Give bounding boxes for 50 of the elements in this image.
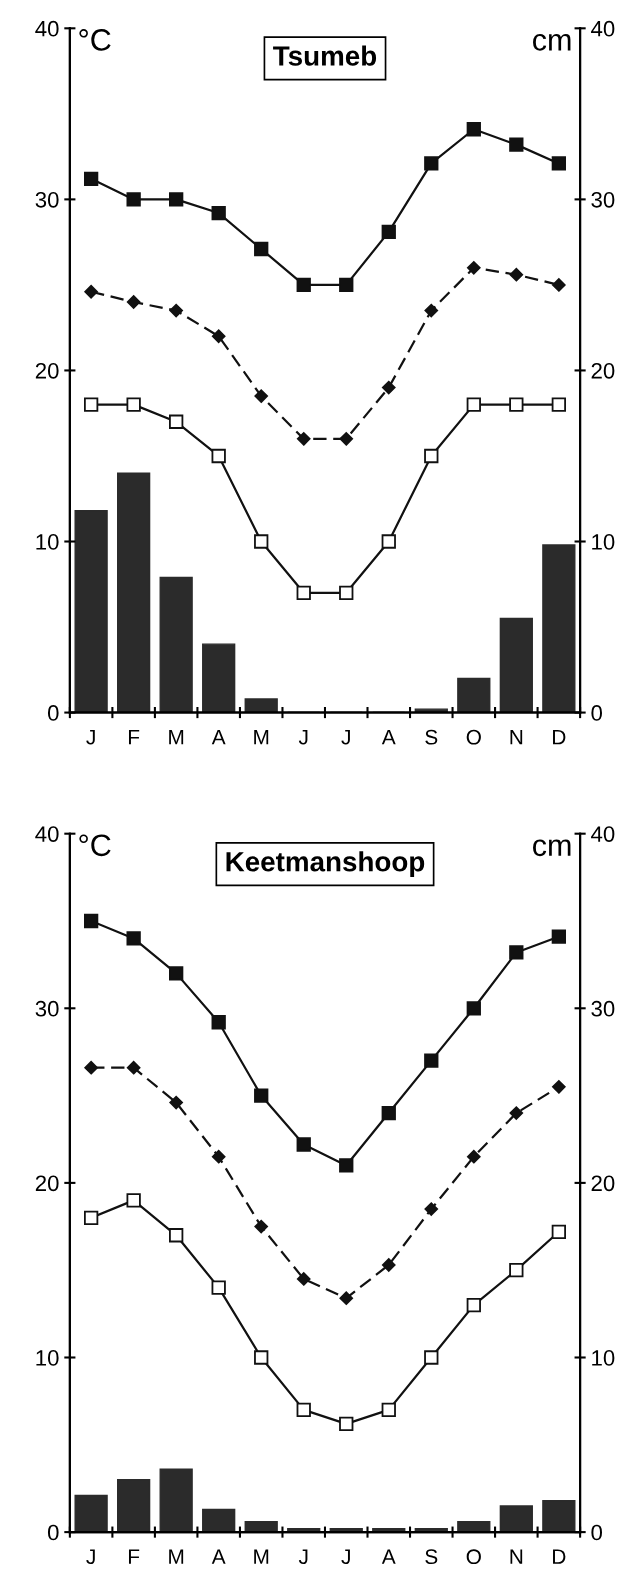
y2-tick-label: 0 bbox=[591, 705, 603, 721]
y2-tick-label: 40 bbox=[591, 826, 615, 842]
x-tick-label: J bbox=[298, 730, 308, 745]
y2-axis-title: cm bbox=[533, 34, 571, 51]
x-tick-label: J bbox=[341, 730, 350, 745]
y2-tick-label: 20 bbox=[591, 362, 615, 379]
x-tick-label: O bbox=[466, 729, 481, 745]
y-tick-label: 10 bbox=[36, 534, 59, 550]
y2-axis-title: cm bbox=[533, 839, 571, 857]
x-tick-label: A bbox=[211, 730, 226, 745]
x-tick-label: M bbox=[169, 730, 184, 745]
y-tick-label: 20 bbox=[35, 362, 59, 379]
y-axis-title: °C bbox=[79, 834, 111, 857]
y-tick-label: 0 bbox=[47, 1524, 59, 1541]
y-tick-label: 0 bbox=[47, 705, 59, 721]
x-tick-label: A bbox=[381, 1549, 396, 1564]
y-tick-label: 40 bbox=[35, 20, 59, 37]
y2-tick-label: 0 bbox=[591, 1524, 603, 1541]
x-tick-label: D bbox=[553, 730, 566, 745]
chart-title: Tsumeb bbox=[273, 45, 377, 66]
x-tick-label: F bbox=[129, 730, 140, 745]
x-tick-label: M bbox=[254, 730, 269, 745]
y2-tick-label: 10 bbox=[592, 534, 615, 550]
x-tick-label: J bbox=[86, 1549, 95, 1565]
x-tick-label: J bbox=[298, 1549, 308, 1565]
y2-tick-label: 30 bbox=[591, 191, 615, 208]
y-tick-label: 40 bbox=[35, 826, 59, 842]
x-tick-label: F bbox=[129, 1549, 140, 1564]
y-axis-title: °C bbox=[79, 29, 111, 51]
x-tick-label: M bbox=[169, 1549, 184, 1564]
x-tick-label: A bbox=[381, 730, 396, 745]
y2-tick-label: 40 bbox=[591, 20, 615, 37]
x-tick-label: J bbox=[341, 1549, 350, 1565]
x-tick-label: A bbox=[211, 1549, 226, 1564]
x-tick-label: S bbox=[425, 1549, 438, 1565]
x-tick-label: J bbox=[86, 730, 95, 745]
y-tick-label: 10 bbox=[36, 1350, 59, 1366]
y2-tick-label: 10 bbox=[592, 1350, 615, 1366]
x-tick-label: M bbox=[254, 1549, 269, 1564]
y-tick-label: 20 bbox=[35, 1175, 59, 1192]
x-tick-label: N bbox=[510, 1549, 523, 1564]
y-tick-label: 30 bbox=[35, 1000, 59, 1017]
y-tick-label: 30 bbox=[35, 191, 59, 208]
x-tick-label: O bbox=[466, 1549, 481, 1565]
y2-tick-label: 20 bbox=[591, 1175, 615, 1192]
x-tick-label: S bbox=[425, 729, 438, 745]
x-tick-label: N bbox=[510, 730, 523, 745]
text: Keetmanshoop bbox=[226, 851, 425, 878]
y2-tick-label: 30 bbox=[591, 1000, 615, 1017]
x-tick-label: D bbox=[553, 1549, 566, 1564]
